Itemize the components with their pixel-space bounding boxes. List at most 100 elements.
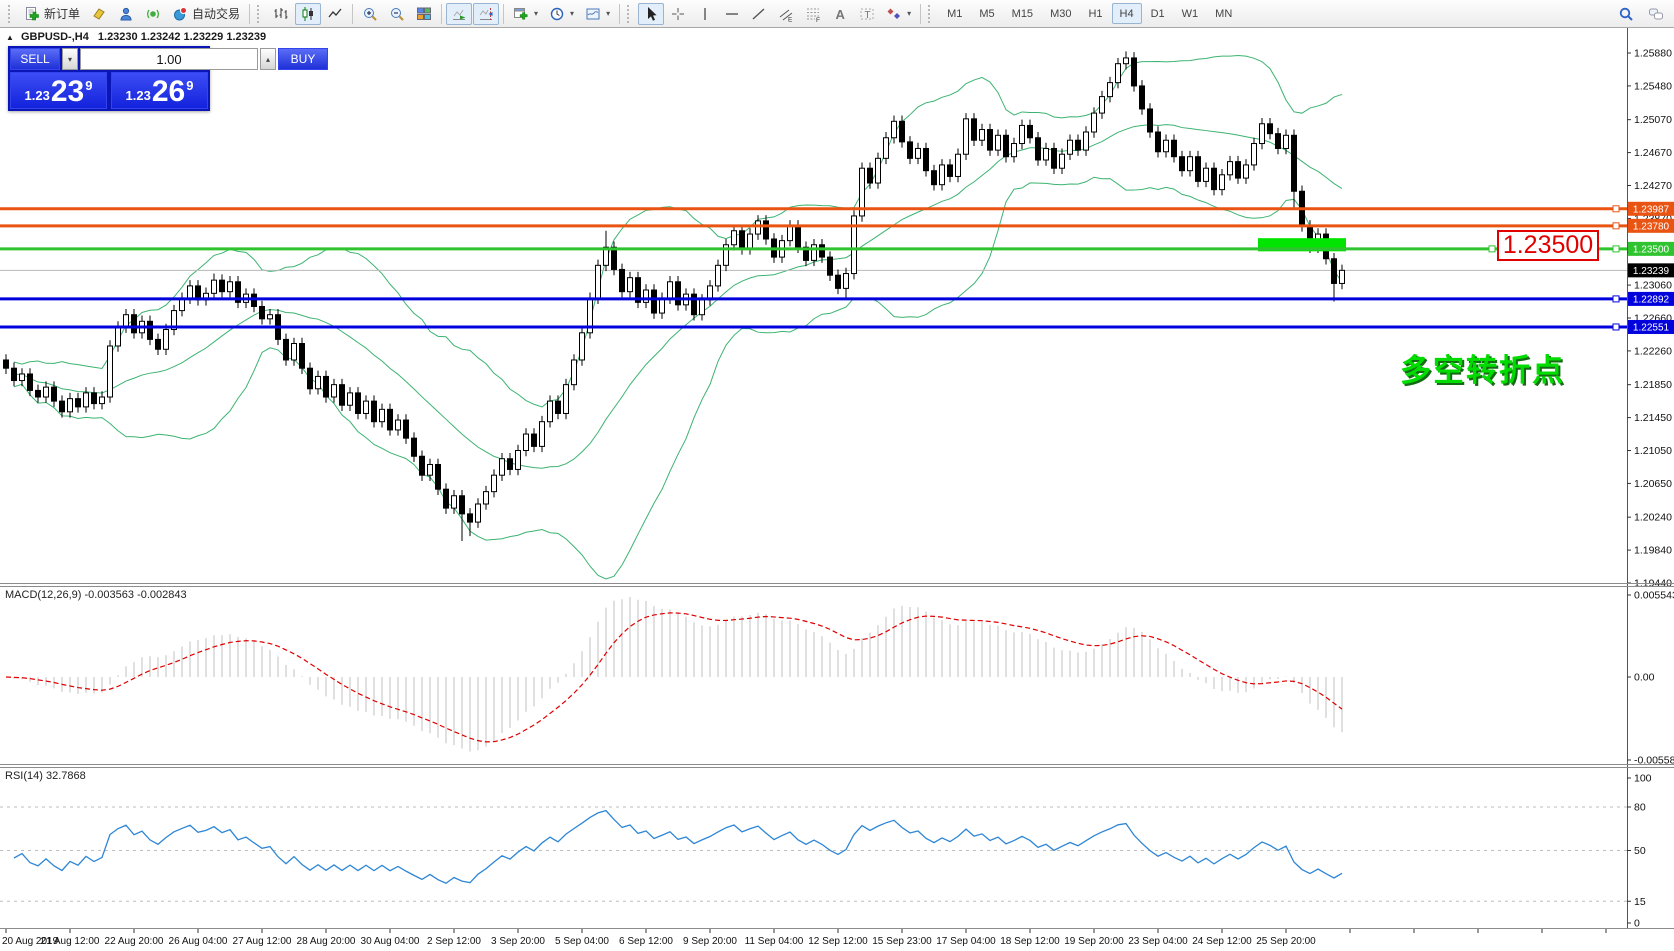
time-axis-label: 6 Sep 12:00	[619, 936, 673, 947]
line-anchor-handle	[1612, 245, 1620, 253]
timeframe-h4-button[interactable]: H4	[1111, 3, 1142, 24]
svg-text:0.005543: 0.005543	[1634, 590, 1674, 602]
macd-indicator-label: MACD(12,26,9) -0.003563 -0.002843	[5, 589, 187, 601]
toolbar: 新订单 自动交易	[0, 0, 1674, 28]
toolbar-separator	[249, 3, 251, 24]
svg-text:1.19840: 1.19840	[1634, 545, 1672, 557]
macd-signal-line	[5, 612, 1343, 743]
horizontal-line-button[interactable]	[719, 3, 745, 25]
profiles-button[interactable]	[86, 3, 112, 25]
channel-icon: E	[779, 9, 793, 22]
line-chart-button[interactable]	[322, 3, 348, 25]
templates-button[interactable]: ▾	[580, 3, 615, 25]
horizontal-level-line[interactable]	[0, 323, 1627, 331]
zoom-out-icon	[391, 7, 404, 21]
vertical-line-button[interactable]	[692, 3, 718, 25]
timeframe-m30-button[interactable]: M30	[1042, 3, 1079, 24]
crosshair-icon	[672, 7, 685, 20]
trend-line-button[interactable]	[746, 3, 772, 25]
vertical-line-icon	[704, 7, 706, 20]
svg-text:0: 0	[1634, 918, 1640, 930]
periods-button[interactable]: ▾	[544, 3, 579, 25]
volume-input[interactable]	[80, 48, 258, 70]
sell-price-box[interactable]: 1.23 23 9	[10, 72, 107, 109]
svg-text:0.00: 0.00	[1634, 672, 1655, 684]
timeframe-mn-button[interactable]: MN	[1207, 3, 1240, 24]
autotrading-button[interactable]: 自动交易	[167, 3, 245, 25]
chart-shift-icon	[479, 7, 493, 20]
svg-text:1.20650: 1.20650	[1634, 478, 1672, 490]
time-axis-label: 22 Aug 20:00	[105, 936, 164, 947]
line-anchor-handle	[1612, 205, 1620, 213]
chat-button[interactable]	[1643, 3, 1669, 25]
candlestick-series	[3, 51, 1345, 542]
timeframe-d1-button[interactable]: D1	[1143, 3, 1173, 24]
search-button[interactable]	[1613, 3, 1639, 25]
time-axis-label: 23 Sep 04:00	[1128, 936, 1188, 947]
collapse-arrow-icon: ▲	[6, 33, 14, 42]
candlestick-chart-button[interactable]	[295, 2, 322, 25]
cursor-button[interactable]	[638, 2, 665, 25]
chart-title: ▲ GBPUSD-,H4 1.23230 1.23242 1.23229 1.2…	[6, 31, 266, 43]
dropdown-caret-icon: ▾	[534, 9, 539, 18]
time-axis-label: 25 Sep 20:00	[1256, 936, 1316, 947]
chat-icon	[1649, 8, 1663, 19]
line-anchor-handle	[1612, 295, 1620, 303]
time-axis-label: 12 Sep 12:00	[808, 936, 868, 947]
timeframe-h1-button[interactable]: H1	[1080, 3, 1110, 24]
zoom-out-button[interactable]	[384, 3, 410, 25]
sell-button[interactable]: SELL	[10, 48, 60, 70]
toolbar-separator	[441, 3, 443, 24]
timeframe-m1-button[interactable]: M1	[939, 3, 970, 24]
crosshair-button[interactable]	[665, 3, 691, 25]
equidistant-channel-button[interactable]: E	[773, 3, 799, 25]
toolbar-grip	[257, 4, 264, 23]
dropdown-caret-icon: ▾	[606, 9, 611, 18]
volume-decrease-button[interactable]: ▾	[62, 48, 78, 70]
chart-shift-button[interactable]	[473, 2, 500, 25]
rsi-pane	[0, 806, 1627, 902]
svg-text:100: 100	[1634, 773, 1652, 785]
arrow-objects-button[interactable]: ▾	[881, 3, 916, 25]
timeframe-m5-button[interactable]: M5	[971, 3, 1002, 24]
new-order-button[interactable]: 新订单	[19, 3, 85, 25]
pivot-annotation-text[interactable]: 多空转折点	[1400, 353, 1565, 388]
template-icon	[586, 8, 600, 19]
text-button[interactable]: A	[827, 3, 853, 25]
horizontal-level-line[interactable]	[0, 222, 1627, 230]
svg-text:F: F	[816, 17, 820, 22]
buy-price-box[interactable]: 1.23 26 9	[111, 72, 208, 109]
buy-price-pip: 9	[186, 78, 194, 93]
volume-increase-button[interactable]: ▴	[260, 48, 276, 70]
text-icon: A	[836, 7, 846, 22]
clock-icon	[550, 7, 564, 20]
buy-button[interactable]: BUY	[278, 48, 328, 70]
new-chart-button[interactable]: ▾	[508, 3, 543, 25]
person-icon	[120, 7, 132, 20]
fibonacci-button[interactable]: F	[800, 3, 826, 25]
svg-text:1.21050: 1.21050	[1634, 445, 1672, 457]
new-order-label: 新订单	[44, 7, 81, 21]
time-axis-label: 5 Sep 04:00	[555, 936, 609, 947]
bar-chart-button[interactable]	[268, 3, 294, 25]
dropdown-caret-icon: ▾	[907, 9, 912, 18]
timeframe-m15-button[interactable]: M15	[1004, 3, 1041, 24]
horizontal-level-line[interactable]	[0, 245, 1627, 253]
toolbar-separator	[619, 3, 621, 24]
tile-windows-button[interactable]	[411, 3, 437, 25]
svg-text:15: 15	[1634, 896, 1646, 908]
text-label-button[interactable]: T	[854, 3, 880, 25]
macd-histogram	[13, 597, 1343, 752]
price-callout-box[interactable]: 1.23500	[1497, 230, 1599, 261]
auto-scroll-button[interactable]	[446, 2, 473, 25]
horizontal-level-line[interactable]	[0, 205, 1627, 213]
timeframe-w1-button[interactable]: W1	[1174, 3, 1207, 24]
market-watch-button[interactable]	[113, 3, 139, 25]
horizontal-level-line[interactable]	[0, 295, 1627, 303]
price-tag: 1.23500	[1628, 241, 1674, 256]
alerts-button[interactable]	[140, 3, 166, 25]
zoom-in-button[interactable]	[357, 3, 383, 25]
svg-text:1.22551: 1.22551	[1633, 322, 1670, 333]
